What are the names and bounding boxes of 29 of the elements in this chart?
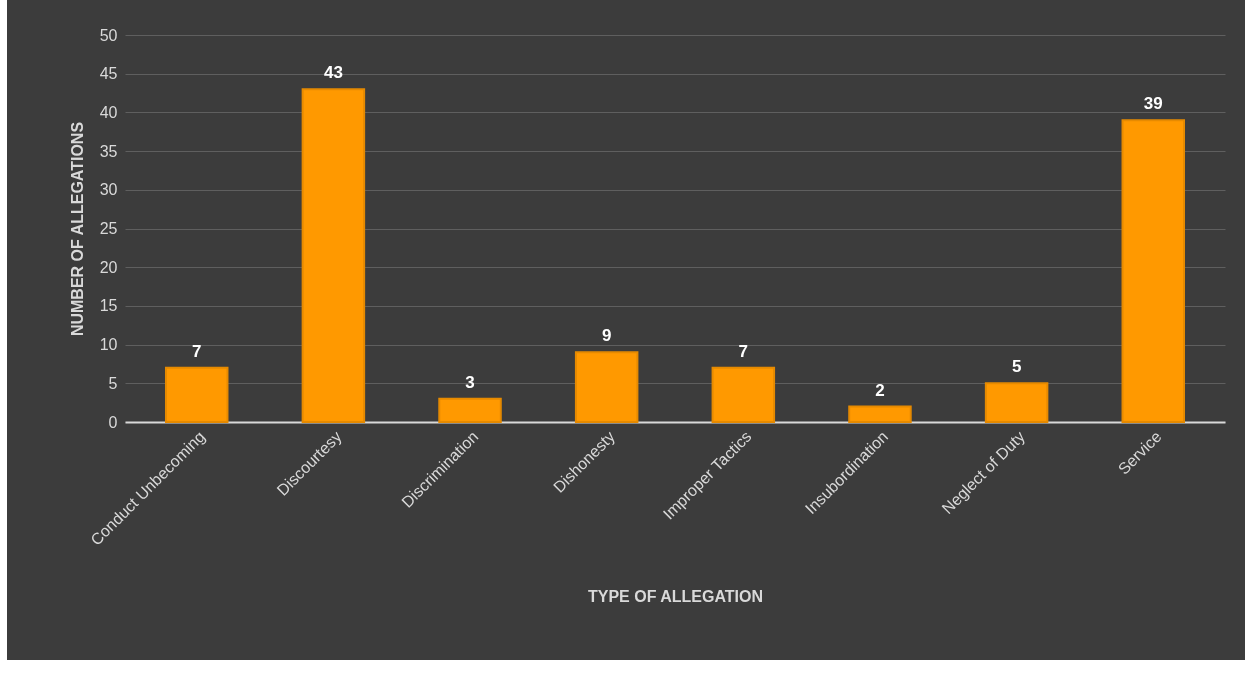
y-tick-label: 45 — [99, 65, 118, 83]
bar — [438, 397, 502, 423]
data-label: 9 — [601, 326, 612, 346]
y-tick-label: 5 — [108, 374, 118, 392]
data-label: 7 — [192, 341, 202, 361]
y-tick-label: 50 — [99, 26, 118, 44]
y-tick-label: 15 — [99, 297, 118, 315]
bar — [984, 382, 1049, 423]
y-tick-label: 10 — [99, 336, 118, 354]
y-tick-label: 20 — [99, 258, 118, 276]
bar — [1121, 119, 1186, 423]
data-label: 43 — [323, 63, 343, 83]
bar — [848, 405, 912, 423]
data-label: 2 — [875, 380, 885, 400]
bar — [301, 88, 366, 423]
y-tick-label: 30 — [99, 181, 118, 199]
x-axis-title: TYPE OF ALLEGATION — [587, 587, 764, 605]
y-tick-label: 40 — [99, 103, 118, 121]
data-label: 5 — [1011, 357, 1022, 377]
y-tick-label: 25 — [99, 220, 118, 237]
bar — [711, 366, 776, 423]
bar — [574, 351, 639, 423]
data-label: 3 — [465, 372, 475, 392]
y-tick-label: 35 — [99, 142, 118, 160]
bar — [164, 366, 229, 423]
data-label: 39 — [1143, 94, 1163, 114]
y-axis-title: NUMBER OF ALLEGATIONS — [68, 121, 86, 337]
y-tick-label: 0 — [108, 413, 118, 431]
data-label: 7 — [738, 341, 749, 361]
